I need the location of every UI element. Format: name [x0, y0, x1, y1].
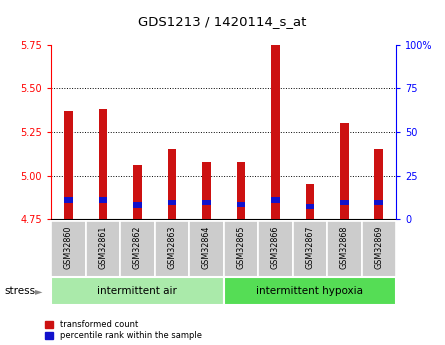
Bar: [51, 221, 85, 278]
Bar: [86, 221, 120, 278]
Text: GSM32861: GSM32861: [98, 225, 107, 269]
Bar: [237, 161, 245, 219]
Bar: [340, 200, 348, 206]
Bar: [120, 221, 155, 278]
Text: GSM32869: GSM32869: [374, 225, 383, 269]
Text: ►: ►: [35, 286, 42, 296]
Bar: [306, 184, 314, 219]
Text: GSM32867: GSM32867: [305, 225, 314, 269]
Bar: [168, 200, 176, 206]
Bar: [362, 221, 396, 278]
Bar: [224, 221, 258, 278]
Bar: [133, 202, 142, 208]
Bar: [340, 123, 348, 219]
Text: intermittent air: intermittent air: [97, 286, 177, 296]
Bar: [189, 221, 224, 278]
Text: GSM32860: GSM32860: [64, 225, 73, 269]
Bar: [327, 221, 362, 278]
Bar: [375, 149, 383, 219]
Bar: [306, 204, 314, 209]
Text: stress: stress: [4, 286, 36, 296]
Bar: [375, 200, 383, 206]
Bar: [51, 277, 224, 305]
Text: GSM32862: GSM32862: [133, 225, 142, 269]
Bar: [99, 109, 107, 219]
Bar: [64, 197, 73, 203]
Text: GSM32863: GSM32863: [167, 225, 176, 269]
Bar: [271, 197, 279, 203]
Text: intermittent hypoxia: intermittent hypoxia: [256, 286, 363, 296]
Bar: [99, 197, 107, 203]
Text: GSM32868: GSM32868: [340, 225, 349, 269]
Text: GSM32864: GSM32864: [202, 225, 211, 269]
Legend: transformed count, percentile rank within the sample: transformed count, percentile rank withi…: [44, 319, 203, 341]
Text: GSM32865: GSM32865: [236, 225, 245, 269]
Bar: [293, 221, 327, 278]
Bar: [224, 277, 396, 305]
Bar: [133, 165, 142, 219]
Bar: [64, 111, 73, 219]
Bar: [168, 149, 176, 219]
Bar: [271, 45, 279, 219]
Bar: [202, 161, 210, 219]
Bar: [237, 202, 245, 207]
Bar: [155, 221, 189, 278]
Text: GDS1213 / 1420114_s_at: GDS1213 / 1420114_s_at: [138, 16, 307, 29]
Bar: [202, 200, 210, 206]
Text: GSM32866: GSM32866: [271, 225, 280, 269]
Bar: [258, 221, 293, 278]
